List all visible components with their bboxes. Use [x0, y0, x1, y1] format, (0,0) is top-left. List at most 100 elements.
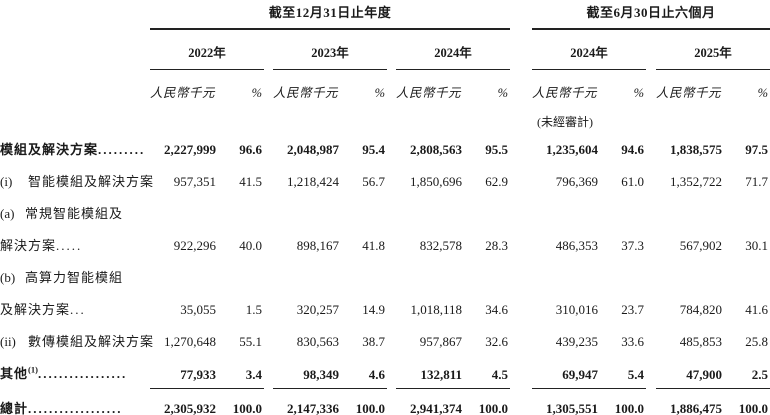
col-year-2025-interim: 2025年 [656, 29, 770, 70]
row-label: 及解決方案... [0, 292, 150, 324]
amount-cell: 957,351 [173, 174, 216, 189]
spacer [510, 164, 532, 196]
pct-cell: 5.4 [598, 356, 647, 389]
spacer [387, 29, 396, 70]
pct-cell: 96.6 [239, 142, 262, 157]
amount-cell: 898,167 [296, 238, 339, 253]
amount-cell: 957,867 [419, 334, 462, 349]
row-label-text: 智能模組及解決方案 [28, 174, 155, 189]
amount-cell: 2,941,374 [396, 388, 462, 415]
amount-cell: 485,853 [679, 334, 723, 349]
amount-cell: 1,305,551 [532, 388, 599, 415]
pct-cell: 4.6 [339, 356, 387, 389]
row-label-text: 常規智能模組及 [25, 206, 124, 221]
row-label-text: 總計 [0, 401, 29, 415]
amount-cell: 1,218,424 [287, 174, 339, 189]
table-row: 解決方案..... 922,296 40.0 898,167 41.8 832,… [0, 228, 770, 260]
row-prefix: (i) [0, 174, 13, 189]
unaudited-row: (未經審計) [0, 105, 770, 132]
amount-cell: 486,353 [555, 238, 599, 253]
amount-cell: 922,296 [173, 238, 216, 253]
spacer [387, 228, 396, 260]
pct-cell: 62.9 [485, 174, 509, 189]
pct-cell: 55.1 [239, 334, 262, 349]
table-row: 及解決方案... 35,055 1.5 320,257 14.9 1,018,1… [0, 292, 770, 324]
spacer [387, 388, 396, 415]
amount-cell: 1,838,575 [670, 142, 723, 157]
pct-cell: 14.9 [362, 302, 385, 317]
spacer [264, 292, 273, 324]
spacer [646, 292, 656, 324]
amount-cell: 2,048,987 [287, 142, 339, 157]
row-label: 總計.................. [0, 388, 150, 415]
table-row: 模組及解決方案......... 2,227,999 96.6 2,048,98… [0, 132, 770, 164]
row-prefix: (a) [0, 206, 15, 221]
amount-cell: 830,563 [296, 334, 339, 349]
unit-label: 人民幣千元 [273, 86, 339, 100]
amount-cell: 2,227,999 [164, 142, 216, 157]
dot-leader: .................. [28, 401, 123, 415]
pct-cell: 3.4 [216, 356, 264, 389]
pct-cell: 41.5 [239, 174, 262, 189]
spacer [646, 70, 656, 106]
amount-cell: 2,147,336 [273, 388, 339, 415]
spacer [510, 292, 532, 324]
row-label-text: 解決方案 [0, 238, 57, 253]
dot-leader: ................. [37, 366, 128, 381]
pct-cell: 4.5 [462, 356, 511, 389]
spacer [387, 164, 396, 196]
amount-cell: 1,018,118 [410, 302, 462, 317]
pct-cell: 61.0 [621, 174, 645, 189]
spacer [264, 132, 273, 164]
col-year-2023: 2023年 [273, 29, 387, 70]
pct-cell: 37.3 [621, 238, 645, 253]
table-row: (ii) 數傳模組及解決方案 1,270,648 55.1 830,563 38.… [0, 324, 770, 356]
pct-cell: 100.0 [722, 388, 770, 415]
pct-cell: 32.6 [485, 334, 509, 349]
spacer [387, 356, 396, 388]
spacer [387, 132, 396, 164]
pct-cell: 41.6 [745, 302, 769, 317]
amount-cell: 310,016 [555, 302, 599, 317]
spacer [646, 228, 656, 260]
unit-label: 人民幣千元 [656, 86, 722, 100]
pct-cell: 97.5 [745, 142, 769, 157]
col-year-2024: 2024年 [396, 29, 511, 70]
pct-cell: 2.5 [722, 356, 770, 389]
spacer [510, 29, 532, 70]
spacer [510, 228, 532, 260]
pct-cell: 100.0 [462, 388, 511, 415]
amount-cell: 132,811 [396, 356, 462, 389]
amount-cell: 2,808,563 [410, 142, 462, 157]
pct-cell: 100.0 [598, 388, 647, 415]
pct-cell: 40.0 [239, 238, 262, 253]
spacer [264, 29, 273, 70]
amount-cell: 47,900 [656, 356, 723, 389]
table-row: (b) 高算力智能模組 [0, 260, 770, 292]
pct-label: % [251, 86, 262, 100]
row-label: (b) 高算力智能模組 [0, 260, 150, 292]
pct-cell: 56.7 [362, 174, 385, 189]
spacer [510, 70, 532, 106]
spacer [264, 388, 273, 415]
pct-cell: 34.6 [485, 302, 509, 317]
spacer [387, 70, 396, 106]
pct-cell: 25.8 [745, 334, 769, 349]
amount-cell: 439,235 [555, 334, 599, 349]
pct-cell: 41.8 [362, 238, 385, 253]
pct-cell: 94.6 [621, 142, 645, 157]
year-header-row: 2022年 2023年 2024年 2024年 2025年 [0, 29, 770, 70]
units-row: 人民幣千元 % 人民幣千元 % 人民幣千元 % 人民幣千元 % 人民幣千元 % [0, 70, 770, 106]
table-row-total: 總計.................. 2,305,932 100.0 2,1… [0, 388, 770, 415]
dot-leader: ... [70, 302, 86, 317]
pct-cell: 33.6 [621, 334, 645, 349]
row-label-text: 高算力智能模組 [25, 270, 124, 285]
spacer [0, 29, 150, 70]
row-label: 模組及解決方案......... [0, 132, 150, 164]
pct-label: % [497, 86, 509, 100]
pct-cell: 100.0 [216, 388, 264, 415]
pct-cell: 23.7 [621, 302, 645, 317]
dot-leader: ......... [98, 142, 146, 157]
spacer [510, 324, 532, 356]
